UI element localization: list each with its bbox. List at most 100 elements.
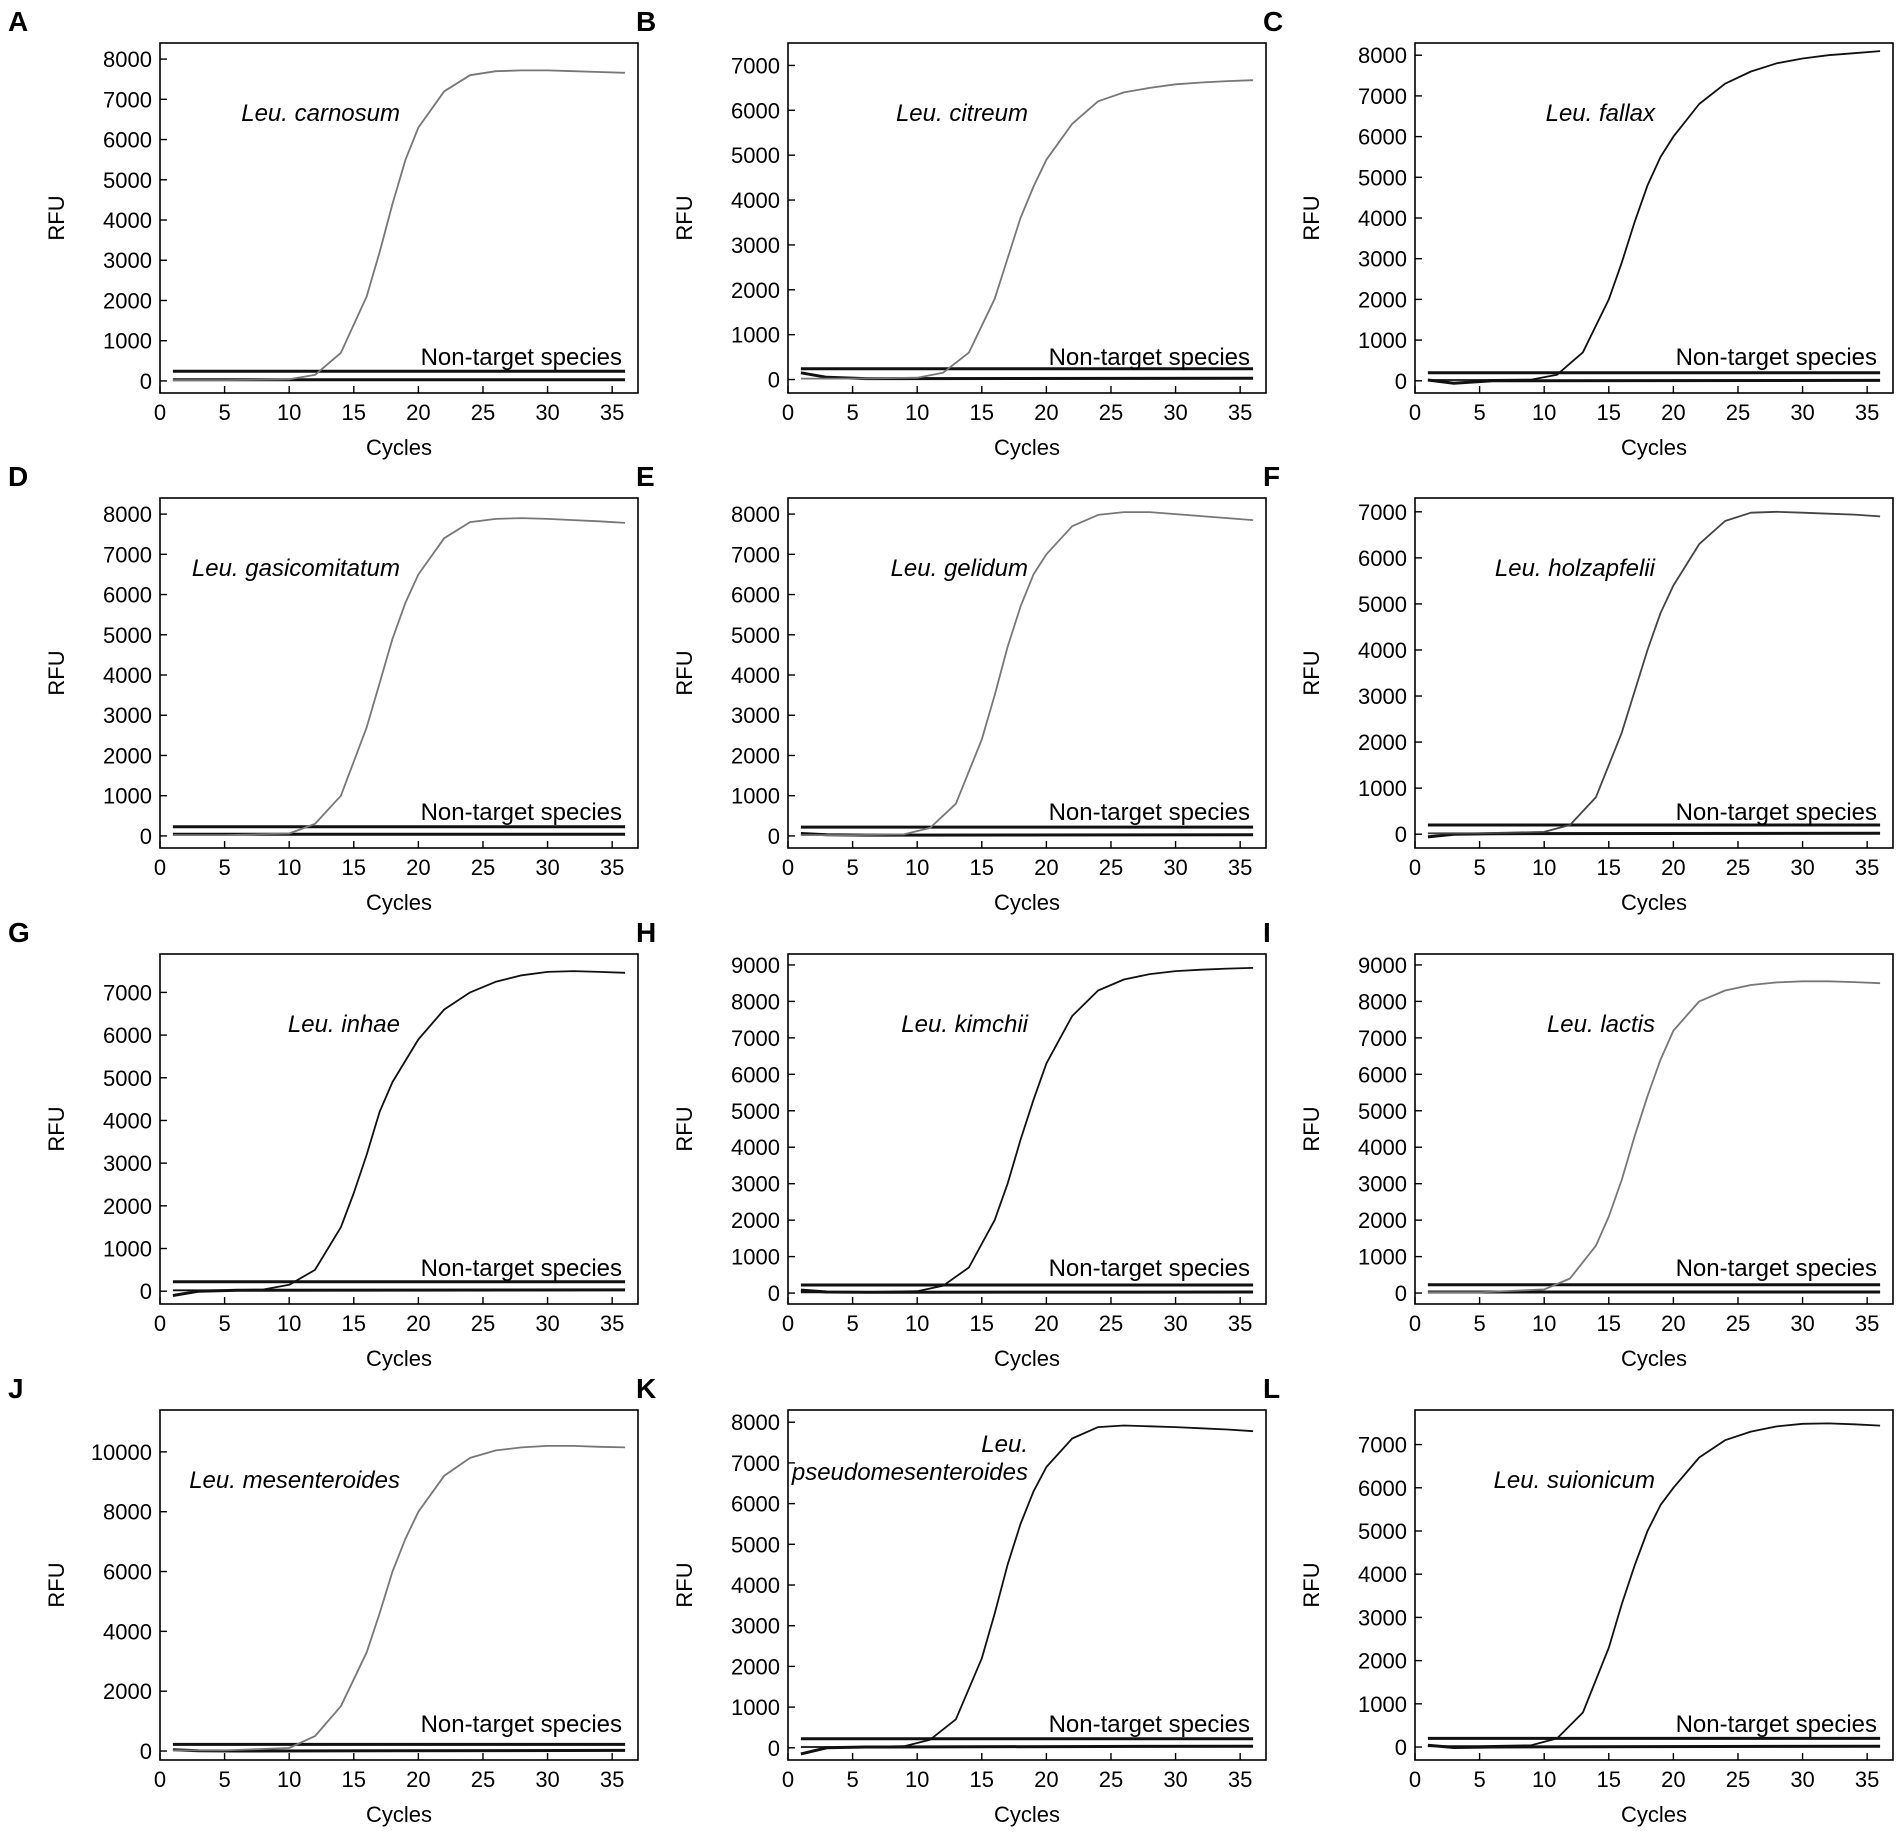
species-label: Leu. holzapfelii [1495,555,1656,582]
amplification-curve [172,1445,626,1752]
y-tick-label: 6000 [1358,1476,1407,1501]
amplification-curve [172,69,626,382]
y-tick-label: 1000 [1358,328,1407,353]
y-tick-label: 6000 [103,128,152,153]
y-tick-label: 8000 [103,47,152,72]
x-axis-label: Cycles [366,435,432,460]
y-tick-label: 3000 [1358,247,1407,272]
y-tick-label: 8000 [731,1410,780,1435]
nontarget-label: Non-target species [421,344,622,371]
y-tick-label: 9000 [731,953,780,978]
y-tick-label: 5000 [731,623,780,648]
x-tick-label: 30 [1163,1311,1187,1336]
y-axis-label: RFU [672,650,697,695]
x-tick-label: 25 [471,400,495,425]
x-tick-label: 20 [1034,855,1058,880]
x-tick-label: 25 [1726,855,1750,880]
panel-letter: C [1263,6,1283,37]
y-tick-label: 2000 [1358,1649,1407,1674]
x-tick-label: 0 [154,855,166,880]
y-tick-label: 4000 [731,188,780,213]
x-tick-label: 5 [846,1311,858,1336]
x-tick-label: 0 [782,1767,794,1792]
y-tick-label: 0 [1395,822,1407,847]
plot-frame [1414,1409,1894,1761]
species-label: Leu. gasicomitatum [192,555,400,582]
y-tick-label: 7000 [731,1451,780,1476]
nontarget-label: Non-target species [421,799,622,826]
y-tick-label: 0 [1395,369,1407,394]
species-label: pseudomesenteroides [791,1459,1028,1486]
x-tick-label: 25 [1099,855,1123,880]
y-tick-label: 6000 [731,583,780,608]
y-tick-label: 8000 [731,502,780,527]
x-tick-label: 10 [1532,1767,1556,1792]
x-tick-label: 25 [1726,1311,1750,1336]
x-tick-label: 35 [600,855,624,880]
y-tick-label: 1000 [731,784,780,809]
panel-letter: A [8,6,28,37]
x-axis-label: Cycles [366,1802,432,1827]
x-axis-label: Cycles [994,1346,1060,1371]
plot-frame [159,42,639,394]
y-axis-label: RFU [44,195,69,240]
x-tick-label: 10 [905,855,929,880]
y-tick-label: 7000 [103,980,152,1005]
y-tick-label: 7000 [731,1026,780,1051]
x-tick-label: 35 [1228,1767,1252,1792]
x-tick-label: 35 [1855,400,1879,425]
y-tick-label: 5000 [731,1099,780,1124]
panel-letter: J [8,1373,24,1404]
x-tick-label: 30 [535,855,559,880]
chart-panel-k: K 0 5 10 15 20 25 30 35 0 1000 2000 3000 4000 5000 6000… [636,1373,1267,1827]
nontarget-label: Non-target species [1676,344,1877,371]
x-tick-label: 15 [342,1311,366,1336]
y-tick-label: 1000 [1358,1245,1407,1270]
y-tick-label: 4000 [103,1108,152,1133]
y-axis-label: RFU [44,650,69,695]
y-tick-label: 3000 [731,1172,780,1197]
x-tick-label: 35 [600,1311,624,1336]
y-tick-label: 2000 [731,1654,780,1679]
chart-panel-i: I 0 5 10 15 20 25 30 35 0 1000 2000 3000 4000 5000 6000… [1263,917,1894,1371]
y-tick-label: 4000 [731,1135,780,1160]
x-tick-label: 35 [1228,855,1252,880]
x-tick-label: 30 [535,400,559,425]
y-tick-label: 1000 [731,323,780,348]
amplification-curve [172,970,626,1292]
x-tick-label: 15 [342,400,366,425]
x-axis-label: Cycles [366,1346,432,1371]
y-tick-label: 2000 [103,288,152,313]
x-tick-label: 35 [1855,1311,1879,1336]
species-label: Leu. lactis [1547,1011,1655,1038]
y-tick-label: 3000 [103,248,152,273]
x-tick-label: 20 [1034,400,1058,425]
x-tick-label: 20 [406,1767,430,1792]
species-label: Leu. gelidum [891,555,1028,582]
y-tick-label: 6000 [731,98,780,123]
y-tick-label: 2000 [731,278,780,303]
x-tick-label: 20 [406,1311,430,1336]
x-tick-label: 30 [1163,400,1187,425]
x-tick-label: 30 [535,1311,559,1336]
y-tick-label: 2000 [1358,730,1407,755]
panel-letter: L [1263,1373,1280,1404]
chart-panel-g: G 0 5 10 15 20 25 30 35 0 1000 2000 3000 4000 5000 6000… [8,917,639,1371]
y-tick-label: 1000 [731,1695,780,1720]
x-tick-label: 0 [154,1767,166,1792]
x-tick-label: 25 [471,1767,495,1792]
x-tick-label: 10 [277,855,301,880]
y-tick-label: 1000 [103,329,152,354]
x-axis-label: Cycles [994,890,1060,915]
x-tick-label: 35 [1228,400,1252,425]
nontarget-label: Non-target species [421,1711,622,1738]
y-tick-label: 4000 [1358,638,1407,663]
x-tick-label: 0 [1409,400,1421,425]
y-tick-label: 10000 [91,1440,152,1465]
nontarget-label: Non-target species [1676,799,1877,826]
x-tick-label: 0 [154,1311,166,1336]
y-tick-label: 1000 [731,1245,780,1270]
amplification-curve [1427,510,1881,835]
species-label: Leu. [981,1431,1028,1458]
chart-panel-l: L 0 5 10 15 20 25 30 35 0 1000 2000 3000 4000 5000 6000… [1263,1373,1894,1827]
